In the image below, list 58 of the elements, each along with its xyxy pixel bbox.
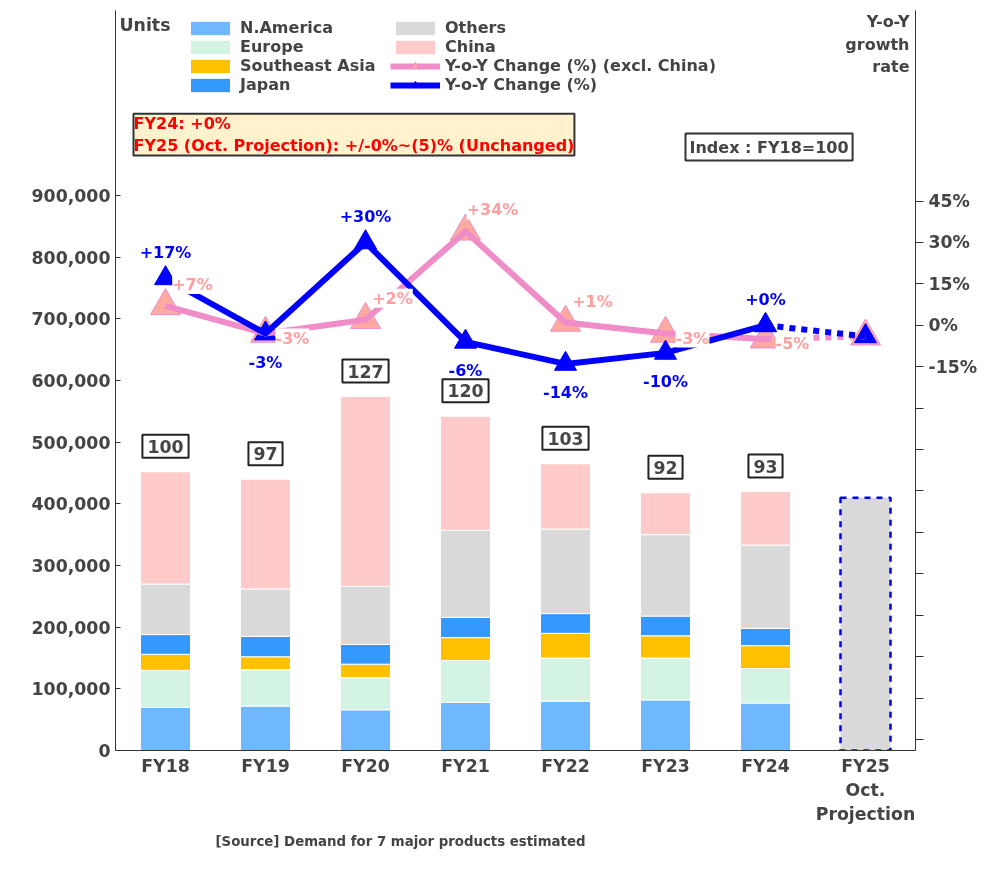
annotation: 100 bbox=[147, 436, 184, 457]
annotation: 97 bbox=[253, 444, 278, 465]
y-tick-label: 800,000 bbox=[31, 247, 111, 268]
y-tick-label: 100,000 bbox=[31, 679, 111, 700]
x-tick-label: FY25 Oct. Projection bbox=[815, 755, 916, 824]
x-tick-label: FY18 bbox=[141, 755, 190, 776]
y-tick-label: 200,000 bbox=[31, 617, 111, 638]
data-label: +34% bbox=[466, 200, 519, 220]
x-tick-label: FY20 bbox=[341, 755, 390, 776]
y2-tick-label: 30% bbox=[928, 232, 970, 253]
data-label: +2% bbox=[372, 288, 413, 308]
y2-tick-label: 45% bbox=[928, 191, 970, 212]
legend-label: China bbox=[445, 37, 497, 56]
data-label: -3% bbox=[248, 352, 283, 372]
y-tick-label: 400,000 bbox=[31, 494, 111, 515]
y2-axis-title: Y-o-Y growth rate bbox=[845, 11, 910, 77]
legend-label: Others bbox=[445, 18, 507, 37]
data-label: -6% bbox=[448, 360, 483, 380]
data-label: +30% bbox=[339, 207, 392, 227]
y-tick-label: 300,000 bbox=[31, 556, 111, 576]
x-tick-label: FY19 bbox=[241, 755, 290, 776]
legend-label: N.America bbox=[240, 18, 335, 37]
legend-label: Y-o-Y Change (%) (excl. China) bbox=[445, 56, 716, 75]
data-label: -10% bbox=[643, 371, 688, 391]
y-tick-label: 900,000 bbox=[31, 186, 111, 206]
x-tick-label: FY23 bbox=[641, 755, 690, 776]
x-tick-label: FY24 bbox=[741, 755, 790, 776]
annotation: 93 bbox=[753, 456, 778, 477]
data-label: +1% bbox=[572, 291, 613, 311]
legend-label: Japan bbox=[240, 75, 292, 94]
legend-label: Europe bbox=[240, 37, 305, 56]
data-label: +17% bbox=[139, 243, 192, 263]
y-tick-label: 700,000 bbox=[31, 309, 111, 330]
annotation: 92 bbox=[653, 457, 678, 478]
y-tick-label: 600,000 bbox=[31, 371, 111, 391]
annotation: 127 bbox=[347, 361, 384, 382]
y2-tick-label: 15% bbox=[928, 273, 970, 294]
legend-label: Southeast Asia bbox=[240, 56, 377, 75]
annotation: 103 bbox=[547, 428, 584, 449]
annotation: FY24: +0% bbox=[133, 113, 231, 133]
data-label: -3% bbox=[675, 328, 710, 348]
legend-label: Y-o-Y Change (%) bbox=[445, 75, 598, 94]
y-tick-label: 0 bbox=[98, 741, 111, 761]
data-label: +0% bbox=[745, 290, 786, 310]
y-tick-label: 500,000 bbox=[31, 432, 111, 453]
data-label: -14% bbox=[543, 382, 588, 402]
annotation: 120 bbox=[447, 381, 484, 402]
x-tick-label: FY21 bbox=[441, 755, 490, 776]
text: [Source] Demand for 7 major products estimated bbox=[215, 833, 586, 849]
annotation: FY25 (Oct. Projection): +/-0%~(5)% (Unchanged) bbox=[133, 136, 575, 156]
data-label: -3% bbox=[275, 328, 310, 348]
annotation: Index : FY18=100 bbox=[689, 137, 849, 157]
y2-tick-label: 0% bbox=[928, 315, 958, 336]
y-axis-title: Units bbox=[119, 14, 171, 35]
x-tick-label: FY22 bbox=[541, 755, 590, 776]
y2-tick-label: -15% bbox=[928, 356, 978, 377]
data-label: +7% bbox=[172, 274, 213, 294]
data-label: -5% bbox=[775, 334, 810, 354]
